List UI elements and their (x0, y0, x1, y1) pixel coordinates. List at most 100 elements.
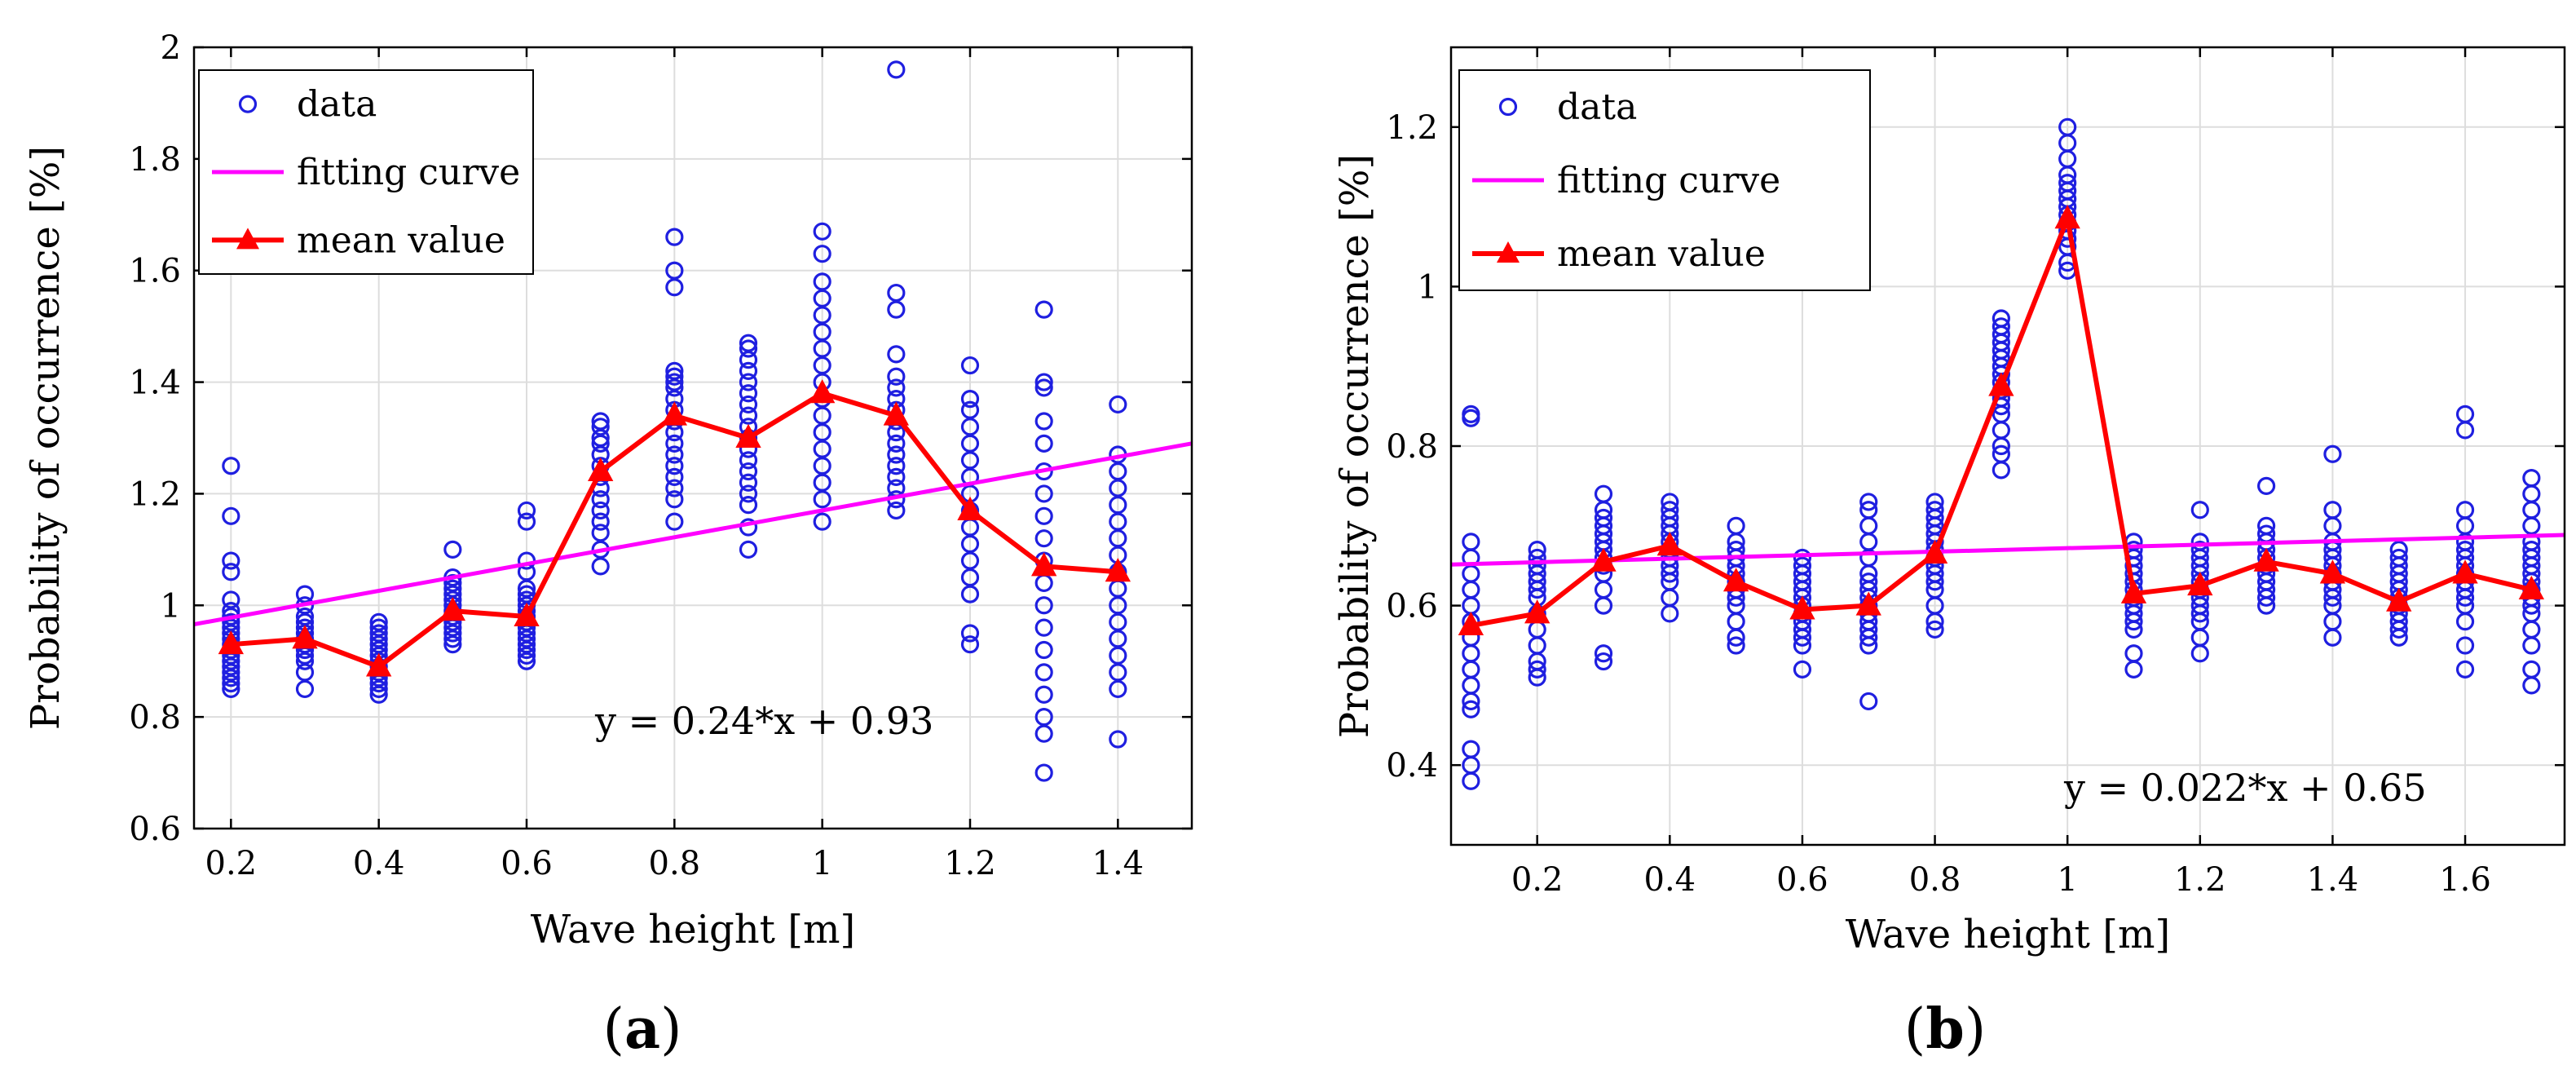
mean-marker (883, 401, 910, 426)
data-point (1992, 309, 2010, 328)
data-point (517, 501, 536, 520)
y-axis-label: Probability of occurrence [%] (1332, 154, 1378, 738)
mean-marker (1988, 372, 2014, 396)
y-tick-label: 1.6 (129, 253, 181, 290)
data-point (443, 540, 462, 559)
mean-marker (2319, 559, 2346, 584)
data-point (887, 367, 906, 386)
data-point (222, 457, 240, 475)
x-tick-label: 0.6 (1776, 861, 1828, 899)
legend-data-label: data (1557, 86, 1637, 128)
data-point (2522, 541, 2541, 559)
x-tick-label: 0.2 (1511, 861, 1564, 899)
mean-marker (2054, 205, 2080, 229)
data-point (1462, 404, 1480, 423)
mean-marker (365, 652, 392, 677)
data-point (813, 245, 831, 263)
x-tick-label: 1.4 (2307, 861, 2359, 899)
data-point (739, 334, 758, 352)
ticks: 0.2 0.4 0.6 0.8 1 1.2 1.4 1.6 0.4 0.6 0.8 1 1.2 (1386, 47, 2565, 899)
data-point (591, 418, 610, 436)
data-point (1594, 484, 1613, 503)
data-point (2190, 541, 2209, 559)
data-point (1462, 700, 1480, 718)
data-point (1034, 708, 1053, 727)
mean-marker (1921, 539, 1948, 564)
x-tick-label: 0.4 (353, 845, 405, 882)
data-point (443, 573, 462, 593)
data-point (887, 445, 906, 464)
panel-label: (a) (602, 997, 681, 1062)
mean-markers (218, 379, 1131, 677)
legend: data fitting curve mean value (198, 69, 534, 275)
y-tick-label: 0.6 (1386, 588, 1438, 625)
data-point (739, 361, 758, 380)
data-point (1034, 300, 1053, 319)
mean-marker (661, 401, 688, 426)
data-point (222, 590, 240, 609)
data-point (517, 585, 536, 603)
fit-equation: y = 0.022*x + 0.65 (2063, 766, 2427, 810)
data-point (369, 618, 388, 637)
x-tick-label: 0.8 (649, 845, 701, 882)
data-point (739, 484, 758, 503)
data-point (2455, 636, 2475, 655)
data-point (2455, 404, 2475, 423)
y-tick-label: 2 (161, 29, 181, 67)
x-tick-label: 1 (812, 845, 832, 882)
mean-markers (1458, 205, 2545, 636)
data-point (2124, 644, 2143, 663)
data-point (1992, 444, 2010, 463)
data-point (1109, 730, 1127, 749)
mean-marker (2518, 575, 2545, 600)
mean-marker (1722, 568, 1749, 592)
data-point (1034, 378, 1053, 397)
data-point (739, 473, 758, 492)
mean-marker (809, 379, 836, 404)
data-point (739, 462, 758, 481)
data-point (591, 524, 610, 542)
mean-marker (292, 625, 318, 649)
data-point (1859, 692, 1878, 711)
data-point (665, 479, 684, 497)
data-point (960, 356, 980, 375)
mean-marker (1105, 558, 1131, 582)
x-axis-label: Wave height [m] (1846, 912, 2170, 957)
data-point (1034, 618, 1053, 637)
data-point (443, 579, 462, 598)
data-point (665, 373, 684, 391)
data-point (222, 612, 240, 631)
data-point (222, 551, 240, 570)
axes-box (192, 46, 1193, 830)
data-point (1528, 660, 1546, 679)
data-point (887, 457, 906, 475)
data-point (1594, 508, 1613, 528)
y-tick-label: 0.8 (129, 699, 181, 736)
data-point (2455, 541, 2475, 559)
data-point (739, 496, 758, 515)
x-tick-label: 0.2 (205, 845, 258, 882)
data-point (1034, 506, 1053, 525)
data-point (2323, 444, 2342, 463)
data-point (665, 467, 684, 487)
data-point (295, 607, 315, 626)
data-point (369, 624, 388, 643)
mean-marker (1656, 532, 1683, 556)
data-point (665, 512, 684, 531)
data-point (2455, 660, 2475, 679)
data-point (1528, 541, 1546, 559)
y-tick-label: 0.4 (1386, 747, 1438, 785)
data-point (2522, 660, 2541, 679)
data-point (739, 384, 758, 403)
data-point (887, 283, 906, 303)
y-tick-label: 0.6 (129, 811, 181, 848)
x-tick-label: 1.4 (1092, 845, 1145, 882)
y-axis-label: Probability of occurrence [%] (23, 146, 68, 730)
data-point (739, 451, 758, 470)
data-point (1661, 493, 1679, 511)
data-point (591, 512, 610, 531)
data-point (295, 585, 315, 603)
data-point (739, 395, 758, 414)
legend-mean-marker (1497, 241, 1520, 263)
